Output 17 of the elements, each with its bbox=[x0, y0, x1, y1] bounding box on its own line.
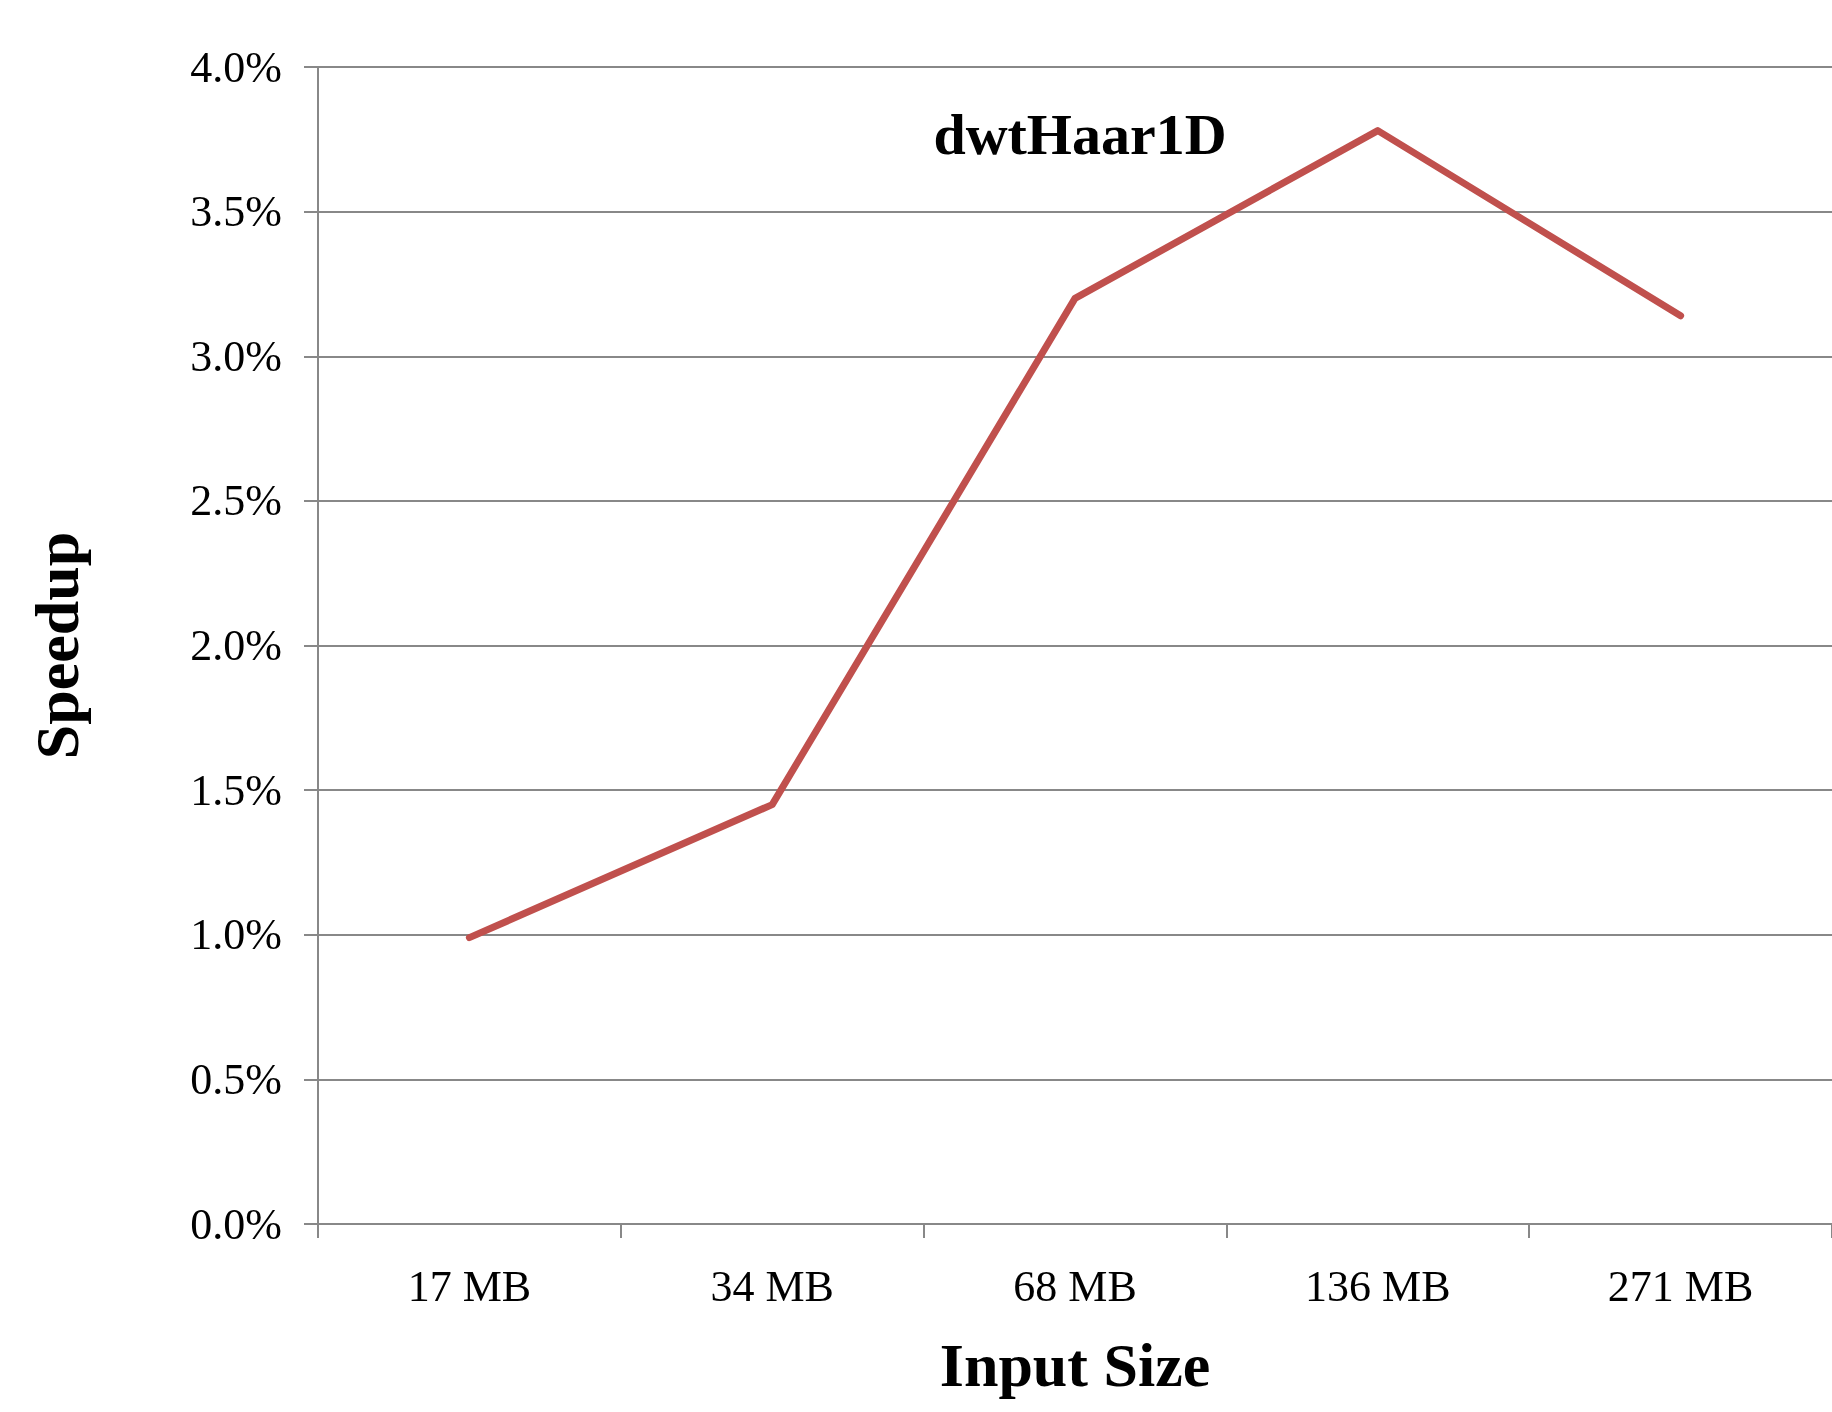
x-tick-label: 136 MB bbox=[1305, 1261, 1451, 1311]
x-tick-label: 68 MB bbox=[1013, 1261, 1137, 1311]
y-tick-label: 2.5% bbox=[190, 476, 282, 526]
y-tick-label: 0.0% bbox=[190, 1199, 282, 1249]
y-tick-label: 1.5% bbox=[190, 765, 282, 815]
y-tick-label: 2.0% bbox=[190, 621, 282, 670]
y-tick-label: 4.0% bbox=[190, 42, 282, 92]
y-tick-label: 0.5% bbox=[190, 1054, 282, 1104]
y-axis-title: Speedup bbox=[23, 531, 91, 760]
y-tick-label: 3.5% bbox=[190, 187, 282, 237]
x-tick-label: 271 MB bbox=[1607, 1261, 1754, 1311]
text: dwtHaar1D bbox=[933, 101, 1227, 167]
x-tick-label: 34 MB bbox=[710, 1261, 834, 1311]
x-tick-label: 17 MB bbox=[407, 1261, 532, 1311]
y-tick-label: 1.0% bbox=[190, 910, 282, 960]
x-axis-title: Input Size bbox=[939, 1331, 1211, 1399]
y-tick-label: 3.0% bbox=[190, 331, 282, 381]
